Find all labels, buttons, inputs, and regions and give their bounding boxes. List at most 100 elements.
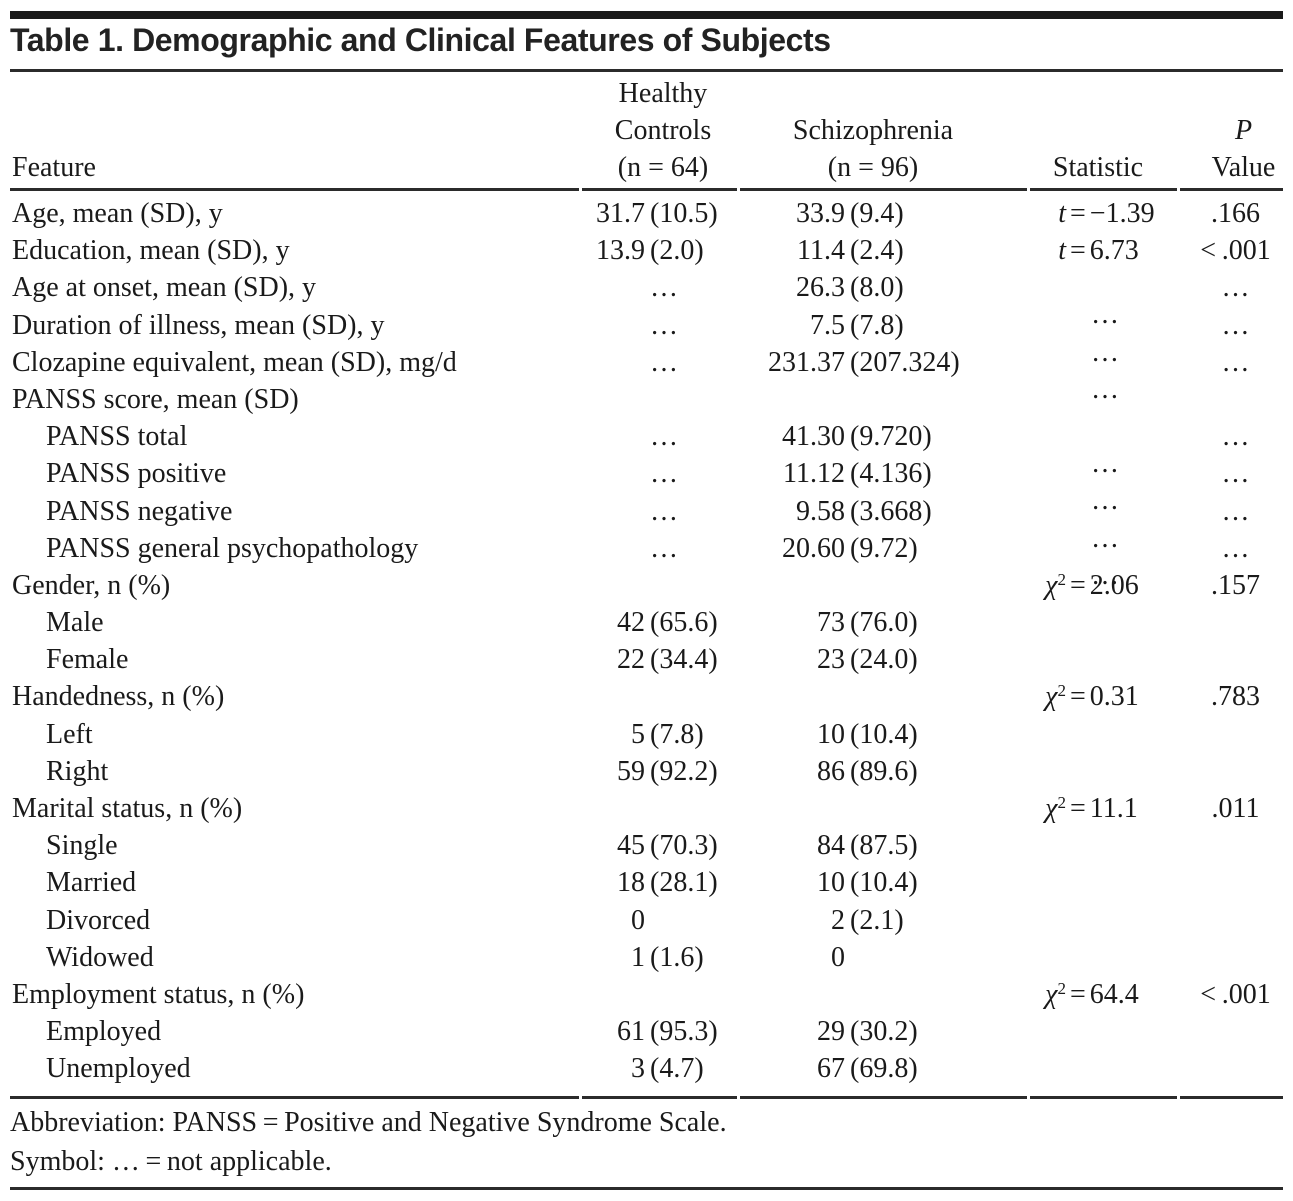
hc-cell: 22 (34.4)	[582, 641, 740, 678]
table-row: Unemployed 3 (4.7) 67 (69.8)	[10, 1050, 1283, 1087]
table-row: Female 22 (34.4) 23 (24.0)	[10, 641, 1283, 678]
row-feature: Right	[46, 755, 109, 787]
row-feature: PANSS positive	[46, 458, 227, 490]
sz-sd: (89.6)	[850, 755, 918, 787]
hc-sd: (34.4)	[650, 644, 718, 676]
sz-number: 86	[817, 755, 845, 787]
hc-cell: 5 (7.8)	[582, 716, 740, 753]
hc-sd: (4.7)	[650, 1053, 704, 1085]
table-row: PANSS general psychopathology … 20.60 (9.…	[10, 530, 1283, 591]
row-feature: Marital status, n (%)	[12, 793, 243, 824]
table-row: Marital status, n (%) χ2 = 11.1 .011	[10, 790, 1283, 827]
header-sz-line2: (n = 96)	[827, 152, 919, 183]
hc-sd: (28.1)	[650, 867, 718, 899]
hc-sd: …	[650, 421, 678, 453]
hc-cell: 18 (28.1)	[582, 864, 740, 901]
hc-cell: 31.7 (10.5)	[582, 195, 740, 232]
row-feature: Unemployed	[46, 1053, 191, 1085]
hc-cell: 42 (65.6)	[582, 604, 740, 641]
row-feature: Divorced	[46, 904, 151, 936]
sz-number: 231.37	[768, 346, 845, 378]
stat-cell: t = 6.73	[1030, 232, 1180, 269]
table-row: Duration of illness, mean (SD), y … 7.5(…	[10, 307, 1283, 368]
header-healthy-controls: Healthy Controls (n = 64)	[584, 75, 742, 186]
sz-sd: (76.0)	[850, 607, 918, 639]
sz-sd: (24.0)	[850, 644, 918, 676]
stat-value: −1.39	[1089, 198, 1155, 229]
stat-equals: =	[1070, 198, 1086, 229]
sz-number: 0	[831, 941, 845, 973]
hc-cell: …	[582, 344, 740, 381]
sz-cell: 73 (76.0)	[740, 604, 1030, 641]
row-feature: Handedness, n (%)	[12, 681, 225, 713]
header-rule	[10, 188, 1283, 191]
sz-number: 29	[817, 1016, 845, 1048]
hc-number: 22	[617, 644, 645, 676]
sz-number: 9.58	[796, 495, 845, 527]
sz-cell: 23 (24.0)	[740, 641, 1030, 678]
hc-number: 42	[617, 607, 645, 639]
row-feature: Duration of illness, mean (SD), y	[12, 309, 385, 341]
stat-equals: =	[1070, 978, 1086, 1010]
stat-cell: t = −1.39	[1030, 195, 1180, 232]
stat-equals: =	[1070, 681, 1086, 713]
hc-number: 5	[631, 718, 645, 750]
sz-sd: (10.4)	[850, 718, 918, 750]
stat-value: 64.4	[1089, 978, 1139, 1010]
sz-sd: (7.8)	[850, 309, 904, 341]
hc-sd: …	[650, 346, 678, 378]
stat-value: 6.73	[1089, 235, 1139, 267]
stat-ellipsis: …	[1091, 336, 1119, 368]
p-cell: …	[1221, 495, 1250, 527]
row-feature: PANSS general psychopathology	[46, 532, 419, 564]
stat-symbol: χ2	[1045, 793, 1066, 824]
stat-cell: χ2 = 64.4	[1030, 976, 1180, 1013]
sz-cell: 10 (10.4)	[740, 716, 1030, 753]
p-cell: < .001	[1200, 978, 1271, 1010]
header-statistic: Statistic	[1032, 149, 1182, 186]
stat-symbol: χ2	[1045, 569, 1066, 601]
sz-cell: 86 (89.6)	[740, 753, 1030, 790]
hc-cell: 3 (4.7)	[582, 1050, 740, 1087]
row-feature: Education, mean (SD), y	[12, 235, 290, 267]
sz-cell: 2 (2.1)	[740, 902, 1030, 939]
hc-sd: (95.3)	[650, 1016, 718, 1048]
bottom-rule	[10, 1187, 1283, 1190]
stat-equals: =	[1070, 793, 1086, 824]
sz-number: 84	[817, 830, 845, 862]
sz-sd: (2.1)	[850, 904, 904, 936]
p-cell: .157	[1211, 569, 1260, 601]
sz-number: 10	[817, 718, 845, 750]
p-cell: .783	[1211, 681, 1260, 713]
header-statistic-label: Statistic	[1052, 152, 1144, 183]
table-title: Table 1. Demographic and Clinical Featur…	[10, 22, 831, 58]
table-row: Handedness, n (%) χ2 = 0.31 .783	[10, 678, 1283, 715]
sz-sd: (9.4)	[850, 198, 904, 229]
row-feature: PANSS total	[46, 421, 188, 453]
table-row: Left 5 (7.8) 10 (10.4)	[10, 716, 1283, 753]
sz-number: 2	[831, 904, 845, 936]
sz-cell: 11.12 (4.136)	[740, 455, 1030, 492]
row-feature: Age at onset, mean (SD), y	[12, 272, 317, 304]
stat-cell: χ2 = 0.31	[1030, 678, 1180, 715]
sz-sd: (8.0)	[850, 272, 904, 304]
table-row: Employment status, n (%) χ2 = 64.4 < .001	[10, 976, 1283, 1013]
stat-equals: =	[1070, 569, 1086, 601]
row-feature: Gender, n (%)	[12, 569, 171, 601]
hc-cell: 13.9 (2.0)	[582, 232, 740, 269]
table-row: Single 45 (70.3) 84 (87.5)	[10, 827, 1283, 864]
sz-cell: 41.30 (9.720)	[740, 418, 1030, 455]
row-feature: Male	[46, 607, 104, 639]
stat-ellipsis: …	[1091, 299, 1119, 331]
table-row: PANSS negative … 9.58 (3.668) … …	[10, 493, 1283, 554]
row-feature: Clozapine equivalent, mean (SD), mg/d	[12, 346, 457, 378]
table-row: Employed 61 (95.3) 29 (30.2)	[10, 1013, 1283, 1050]
p-cell: …	[1221, 346, 1250, 378]
p-cell: …	[1221, 532, 1250, 564]
row-feature: Age, mean (SD), y	[12, 198, 223, 229]
hc-sd: (10.5)	[650, 198, 718, 229]
hc-cell: …	[582, 307, 740, 344]
table-row: Gender, n (%) χ2 = 2.06 .157	[10, 567, 1283, 604]
table-row: Divorced 0 2 (2.1)	[10, 902, 1283, 939]
hc-cell: …	[582, 530, 740, 567]
